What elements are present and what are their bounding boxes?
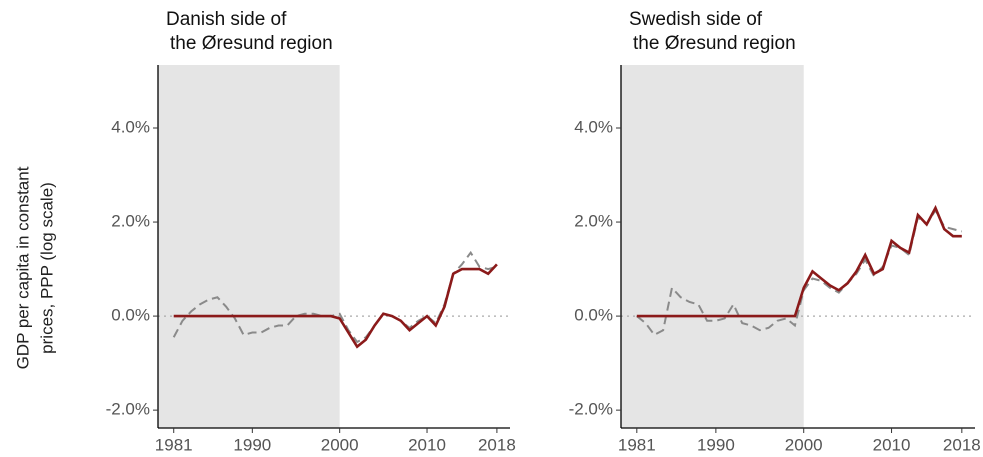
panel-title: the Øresund region	[633, 33, 796, 54]
x-tick-label: 2010	[873, 435, 911, 454]
x-tick-label: 1990	[697, 435, 735, 454]
dashed-line	[172, 250, 498, 344]
solid-line	[173, 263, 498, 349]
x-tick-label: 1990	[233, 435, 271, 454]
panel-title: the Øresund region	[170, 33, 333, 54]
x-tick-label: 2010	[408, 435, 446, 454]
y-tick-label: 2.0%	[111, 212, 150, 231]
x-tick-label: 2000	[785, 435, 823, 454]
y-axis-label: prices, PPP (log scale)	[37, 182, 56, 354]
solid-line	[636, 204, 962, 318]
y-tick-label: -2.0%	[106, 400, 150, 419]
x-tick-label: 1981	[155, 435, 193, 454]
y-tick-label: 4.0%	[111, 117, 150, 136]
y-tick-label: 0.0%	[111, 306, 150, 325]
x-tick-label: 2018	[943, 435, 981, 454]
x-tick-label: 2000	[321, 435, 359, 454]
y-tick-label: 4.0%	[574, 117, 613, 136]
y-tick-label: 2.0%	[574, 212, 613, 231]
x-tick-label: 2018	[478, 435, 516, 454]
dashed-line	[636, 208, 963, 337]
x-tick-label: 1981	[618, 435, 656, 454]
y-tick-label: -2.0%	[569, 400, 613, 419]
panel-title: Swedish side of	[629, 9, 763, 30]
shaded-period	[621, 65, 804, 428]
y-tick-label: 0.0%	[574, 306, 613, 325]
y-axis-label: GDP per capita in constant	[13, 166, 32, 369]
panel-title: Danish side of	[166, 9, 287, 30]
shaded-period	[158, 65, 340, 428]
